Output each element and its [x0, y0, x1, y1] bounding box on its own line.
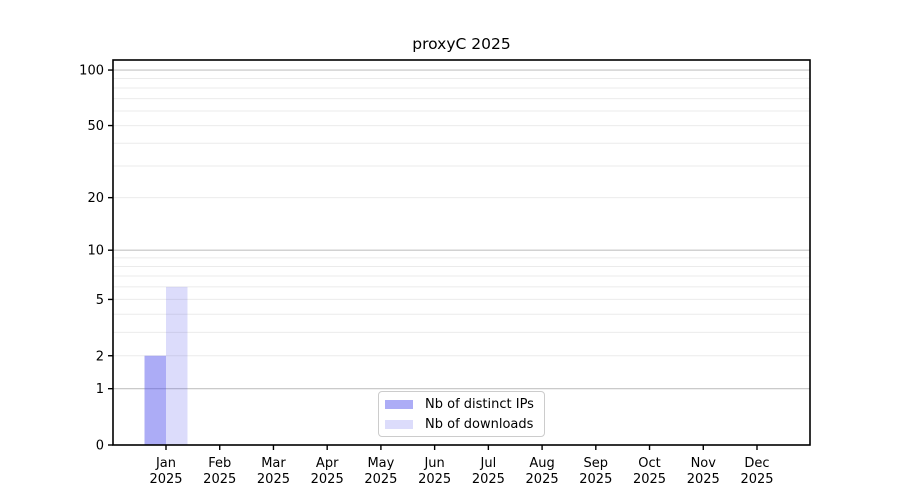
x-tick-label: Feb 2025 [203, 456, 236, 487]
y-tick-label: 5 [96, 293, 104, 308]
y-tick-label: 2 [96, 349, 104, 364]
y-tick-label: 100 [79, 64, 104, 79]
bar-downloads [166, 286, 188, 445]
legend-item-distinct-ips: Nb of distinct IPs [385, 395, 544, 414]
x-tick-label: May 2025 [364, 456, 397, 487]
x-tick-label: Dec 2025 [740, 456, 773, 487]
chart-title: proxyC 2025 [412, 35, 511, 53]
x-tick-label: Mar 2025 [257, 456, 290, 487]
y-tick-label: 10 [87, 244, 104, 259]
bar-distinct-ips [144, 355, 166, 445]
x-tick-label: Apr 2025 [311, 456, 344, 487]
plot-border [112, 59, 811, 446]
x-tick-label: Jan 2025 [149, 456, 182, 487]
legend: Nb of distinct IPs Nb of downloads [378, 391, 545, 437]
legend-swatch-distinct-ips-icon [385, 399, 413, 409]
x-tick-label: Sep 2025 [579, 456, 612, 487]
y-tick-label: 0 [96, 439, 104, 454]
legend-swatch-downloads-icon [385, 419, 413, 429]
x-tick-label: Jul 2025 [472, 456, 505, 487]
y-tick-label: 50 [87, 119, 104, 134]
legend-label-distinct-ips: Nb of distinct IPs [425, 396, 534, 412]
x-tick-label: Oct 2025 [633, 456, 666, 487]
x-tick-label: Aug 2025 [526, 456, 559, 487]
x-tick-label: Jun 2025 [418, 456, 451, 487]
y-tick-label: 1 [96, 382, 104, 397]
y-tick-label: 20 [87, 191, 104, 206]
legend-item-downloads: Nb of downloads [385, 415, 544, 434]
x-tick-label: Nov 2025 [687, 456, 720, 487]
legend-label-downloads: Nb of downloads [425, 416, 534, 432]
